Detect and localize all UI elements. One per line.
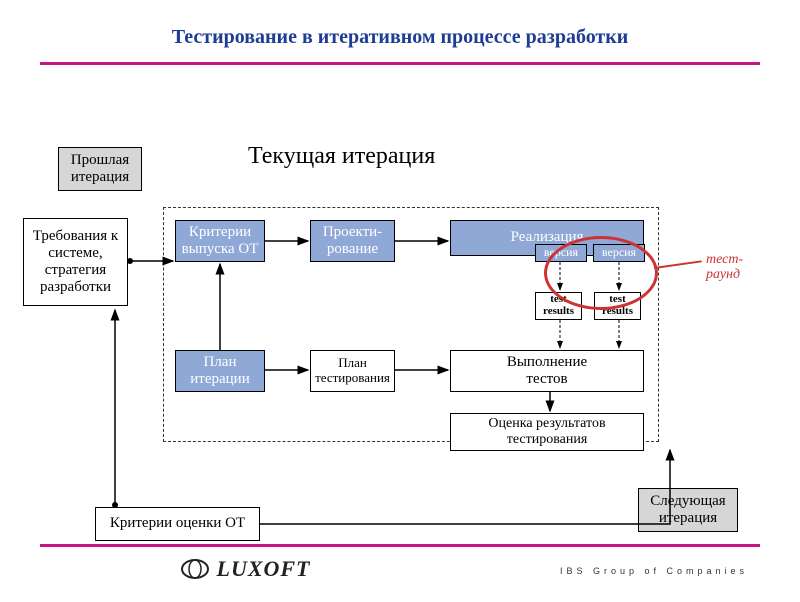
horizontal-rule-top xyxy=(40,62,760,65)
box-iteration-plan: План итерации xyxy=(175,350,265,392)
logo-icon xyxy=(180,558,210,580)
box-release-criteria: Критерии выпуска ОТ xyxy=(175,220,265,262)
box-eval-criteria: Критерии оценки ОТ xyxy=(95,507,260,541)
box-test-plan: План тестирования xyxy=(310,350,395,392)
box-next-iteration: Следующая итерация xyxy=(638,488,738,532)
callout-label: тест- раунд xyxy=(706,252,743,283)
section-title: Текущая итерация xyxy=(248,143,435,170)
box-requirements: Требования к системе, стратегия разработ… xyxy=(23,218,128,306)
box-eval-results: Оценка результатов тестирования xyxy=(450,413,644,451)
box-prev-iteration: Прошлая итерация xyxy=(58,147,142,191)
logo: LUXOFT xyxy=(180,556,311,582)
highlight-circle xyxy=(544,236,658,310)
box-design: Проекти- рование xyxy=(310,220,395,262)
logo-tagline: IBS Group of Companies xyxy=(560,566,748,576)
callout-line xyxy=(654,260,702,269)
page-title: Тестирование в итеративном процессе разр… xyxy=(0,26,800,49)
horizontal-rule-bottom xyxy=(40,544,760,547)
logo-text: LUXOFT xyxy=(217,556,311,581)
box-run-tests: Выполнение тестов xyxy=(450,350,644,392)
